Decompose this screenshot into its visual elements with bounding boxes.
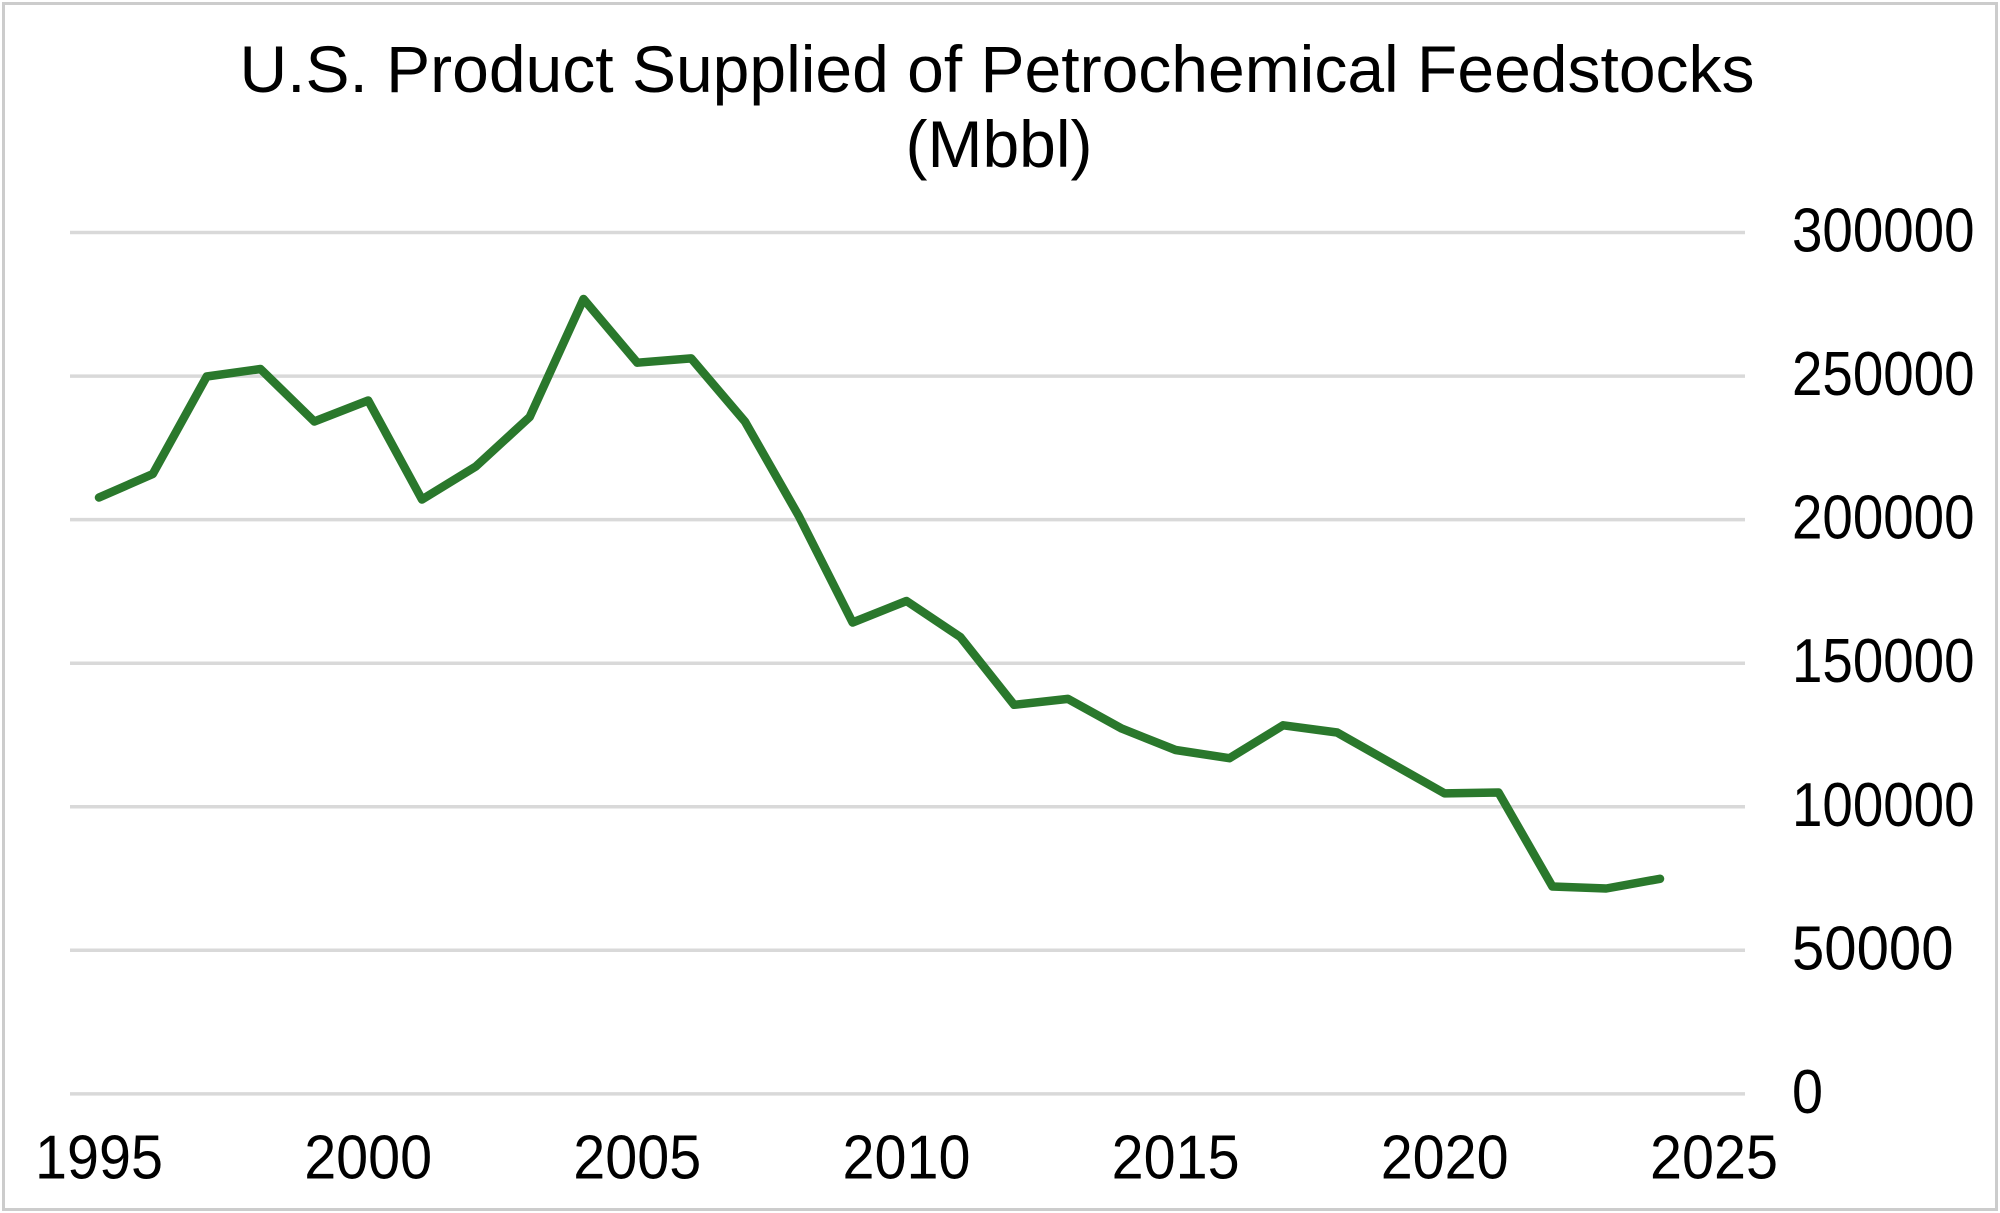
svg-text:1995: 1995 (35, 1124, 163, 1193)
svg-text:250000: 250000 (1792, 340, 1975, 409)
svg-text:200000: 200000 (1792, 484, 1975, 553)
svg-text:50000: 50000 (1792, 914, 1954, 983)
svg-text:100000: 100000 (1792, 771, 1975, 840)
svg-text:2025: 2025 (1650, 1124, 1778, 1193)
svg-text:U.S. Product Supplied of Petro: U.S. Product Supplied of Petrochemical F… (239, 32, 1754, 106)
svg-text:2010: 2010 (843, 1124, 971, 1193)
svg-text:(Mbbl): (Mbbl) (905, 107, 1092, 181)
svg-text:2015: 2015 (1112, 1124, 1240, 1193)
svg-text:2020: 2020 (1381, 1124, 1509, 1193)
svg-text:150000: 150000 (1792, 627, 1975, 696)
svg-text:0: 0 (1792, 1058, 1823, 1127)
svg-text:300000: 300000 (1792, 197, 1975, 266)
svg-text:2000: 2000 (304, 1124, 432, 1193)
svg-text:2005: 2005 (573, 1124, 701, 1193)
